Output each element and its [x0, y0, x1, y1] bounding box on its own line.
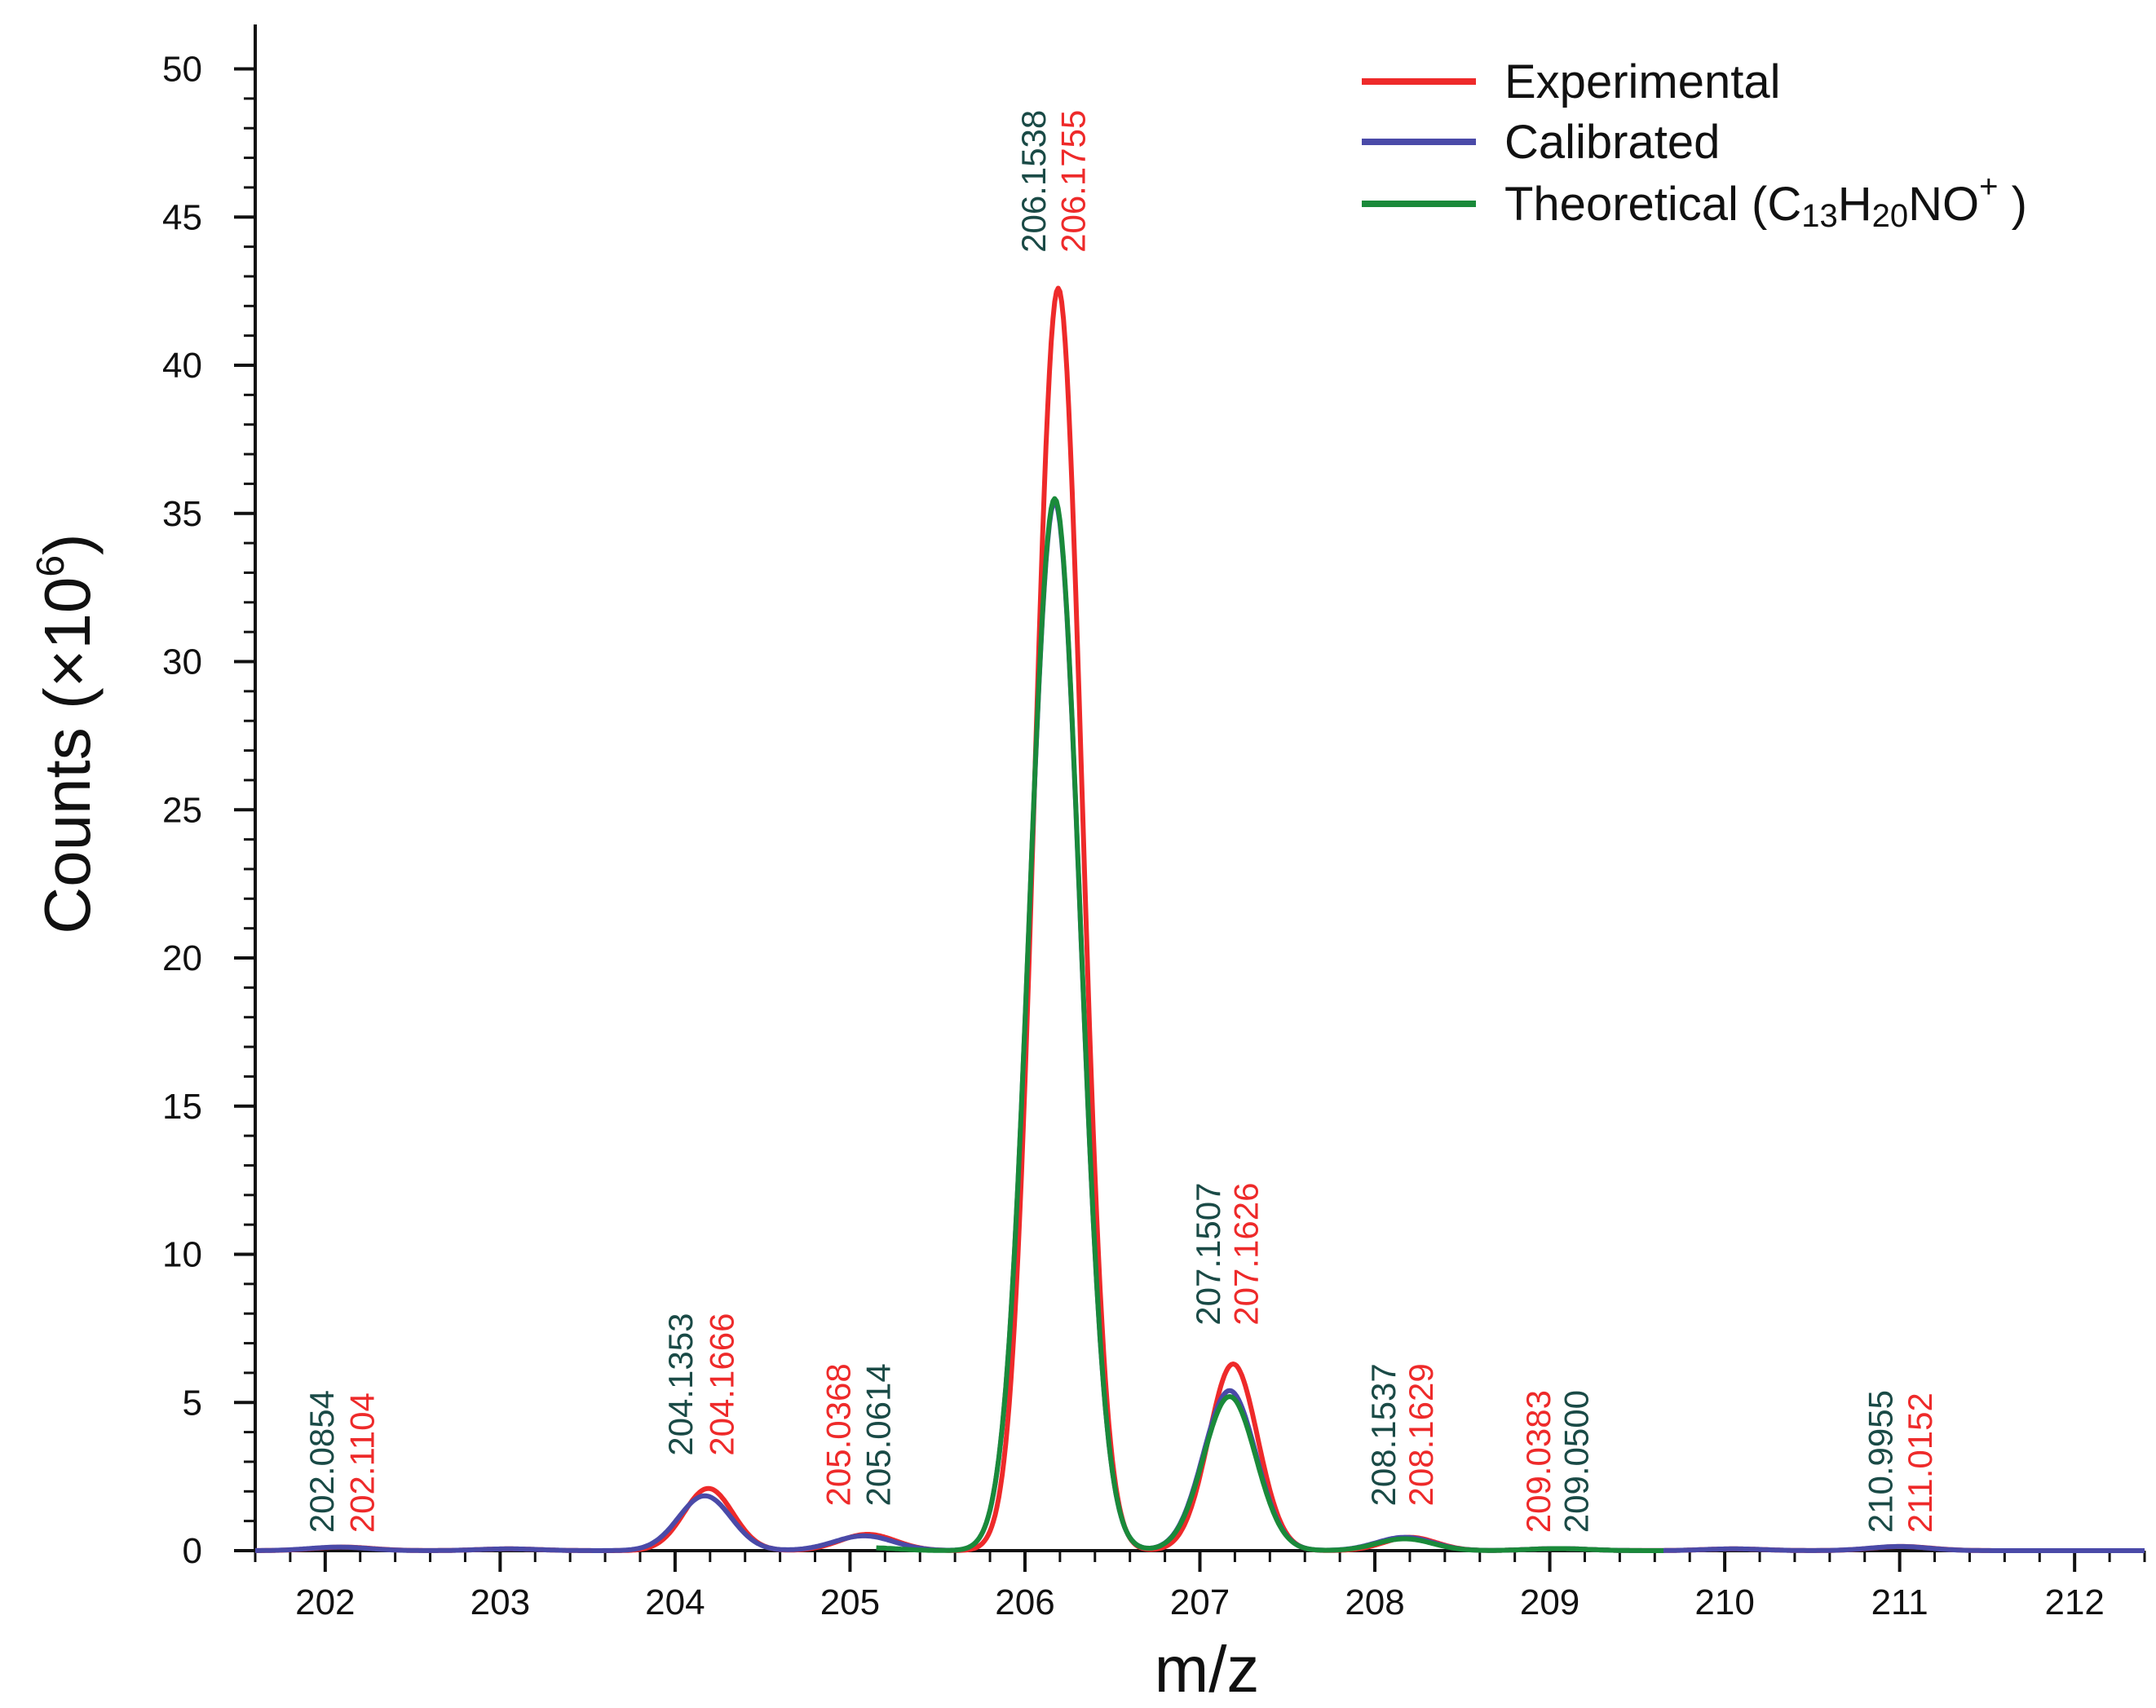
y-tick-label: 10	[162, 1235, 202, 1275]
peak-mz-label: 206.1755	[1054, 110, 1093, 253]
x-tick-label: 203	[471, 1582, 530, 1622]
x-tick-label: 209	[1520, 1582, 1579, 1622]
y-tick-label: 15	[162, 1087, 202, 1127]
y-tick-label: 5	[183, 1383, 202, 1423]
peak-mz-label: 202.1104	[343, 1392, 382, 1533]
y-axis-ticks: 0 5 10 15 20 25 30 35 40 45 50	[162, 50, 255, 1571]
y-tick-label: 20	[162, 938, 202, 978]
x-tick-label: 210	[1694, 1582, 1754, 1622]
legend: Experimental Calibrated Theoretical (C13…	[1362, 55, 2027, 234]
peak-mz-label: 211.0152	[1901, 1392, 1939, 1533]
peak-mz-label: 207.1507	[1189, 1183, 1227, 1326]
peak-mz-label: 206.1538	[1014, 110, 1053, 253]
x-tick-label: 212	[2044, 1582, 2104, 1622]
x-tick-label: 211	[1871, 1582, 1928, 1622]
peak-mz-label: 202.0854	[303, 1390, 341, 1533]
y-tick-label: 40	[162, 346, 202, 386]
peak-mz-label: 209.0500	[1557, 1390, 1595, 1533]
peak-mz-label: 204.1353	[661, 1313, 700, 1456]
x-tick-label: 204	[645, 1582, 705, 1622]
y-tick-label: 35	[162, 494, 202, 534]
series-layer	[254, 285, 2145, 1553]
theoretical-series-line	[875, 496, 1664, 1553]
peak-mz-label: 208.1629	[1402, 1363, 1440, 1506]
x-axis-ticks: 202 203 204 205 206 207 208 209 210 211 212	[254, 1551, 2146, 1622]
legend-label-theoretical: Theoretical (C13H20NO+ )	[1504, 169, 2027, 234]
y-tick-label: 50	[162, 50, 202, 90]
peak-mz-label: 208.1537	[1364, 1363, 1403, 1506]
legend-label-experimental: Experimental	[1504, 55, 1780, 108]
y-axis-title: Counts (×106)	[29, 533, 104, 933]
legend-label-calibrated: Calibrated	[1504, 116, 1720, 169]
x-tick-label: 202	[295, 1582, 355, 1622]
x-tick-label: 207	[1170, 1582, 1230, 1622]
peak-mz-label: 207.1626	[1226, 1183, 1265, 1326]
peak-mz-label: 204.1666	[703, 1313, 741, 1456]
peak-annotations: 202.0854 202.1104 204.1353 204.1666 205.0368…	[303, 110, 1939, 1533]
peak-mz-label: 209.0383	[1519, 1390, 1557, 1533]
x-tick-label: 205	[820, 1582, 880, 1622]
y-tick-label: 25	[162, 790, 202, 830]
x-axis-title: m/z	[1155, 1633, 1260, 1706]
y-tick-label: 0	[183, 1531, 202, 1571]
peak-mz-label: 210.9955	[1862, 1390, 1900, 1533]
x-tick-label: 208	[1345, 1582, 1404, 1622]
y-tick-label: 45	[162, 197, 202, 237]
x-tick-label: 206	[995, 1582, 1054, 1622]
peak-mz-label: 205.0614	[859, 1363, 898, 1506]
y-tick-label: 30	[162, 642, 202, 682]
peak-mz-label: 205.0368	[819, 1363, 857, 1506]
